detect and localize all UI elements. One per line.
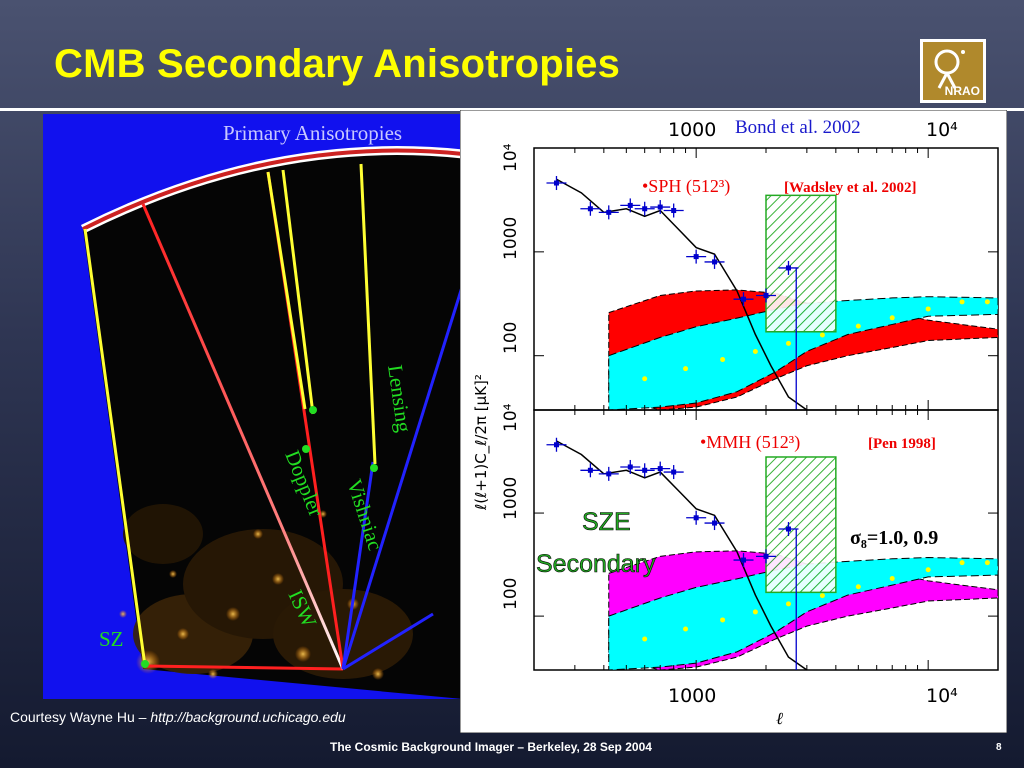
band-point	[819, 332, 825, 338]
data-point	[693, 254, 699, 260]
sze-hatched-box	[765, 194, 837, 333]
data-point	[606, 209, 612, 215]
band-point	[642, 376, 648, 382]
data-point	[657, 204, 663, 210]
band-point	[720, 357, 726, 363]
data-point	[693, 515, 699, 521]
data-point	[606, 471, 612, 477]
data-point	[627, 464, 633, 470]
data-point	[763, 553, 769, 559]
band-point	[889, 576, 895, 582]
band-point	[959, 560, 965, 566]
band-point	[720, 617, 726, 623]
data-point	[642, 467, 648, 473]
credit-url[interactable]: http://background.uchicago.edu	[150, 709, 346, 725]
ytick-bot-1e4: 10⁴	[501, 403, 521, 432]
data-point	[712, 520, 718, 526]
band-point	[959, 299, 965, 305]
band-point	[984, 299, 990, 305]
band-point	[642, 636, 648, 642]
top-tick-1000: 1000	[668, 119, 716, 141]
band-point	[683, 366, 689, 372]
label-sz: SZ	[99, 627, 124, 651]
nrao-logo: NRAO	[920, 39, 986, 103]
slide-title: CMB Secondary Anisotropies	[54, 42, 621, 86]
data-point	[741, 557, 747, 563]
data-point	[671, 208, 677, 214]
band-point	[984, 560, 990, 566]
data-point	[553, 180, 559, 186]
band-point	[752, 609, 758, 615]
data-point	[553, 442, 559, 448]
ytick-top-1000: 1000	[501, 217, 521, 260]
sze-line1: SZE	[582, 508, 631, 536]
panel-mmh	[533, 409, 999, 671]
ytick-top-100: 100	[501, 322, 521, 354]
label-primary-anisotropies: Primary Anisotropies	[223, 121, 402, 145]
band-point	[889, 315, 895, 321]
credit-prefix: Courtesy Wayne Hu –	[10, 709, 151, 725]
data-point	[671, 469, 677, 475]
data-point	[657, 466, 663, 472]
panel-sph	[533, 147, 999, 411]
panel2-label: •MMH (512³)	[700, 432, 800, 453]
data-point	[587, 206, 593, 212]
band-point	[925, 567, 931, 573]
citation: Bond et al. 2002	[735, 117, 861, 138]
power-spectrum-chart: 1000 10⁴ Bond et al. 2002 10⁴ 1000 100 1…	[460, 110, 1007, 733]
ytick-bot-100: 100	[501, 578, 521, 610]
band-point	[785, 601, 791, 607]
panel2-ref: [Pen 1998]	[868, 436, 936, 452]
secondary-band-inner	[608, 296, 999, 411]
band-point	[683, 626, 689, 632]
data-point	[741, 296, 747, 302]
secondary-band-inner	[608, 557, 999, 671]
band-point	[855, 584, 861, 590]
top-tick-1e4: 10⁴	[926, 119, 958, 141]
band-point	[785, 340, 791, 346]
data-point	[627, 202, 633, 208]
xtick-1e4: 10⁴	[926, 685, 958, 707]
data-point	[785, 265, 791, 271]
data-point	[785, 526, 791, 532]
secondary-effects-diagram: Primary Anisotropies Lensing Doppler Vis…	[43, 114, 463, 699]
band-point	[925, 306, 931, 312]
x-axis-label: ℓ	[776, 709, 783, 729]
sze-hatched-box	[765, 456, 837, 594]
page-number: 8	[996, 742, 1002, 753]
ytick-top-1e4: 10⁴	[501, 143, 521, 172]
xtick-1000: 1000	[668, 685, 716, 707]
credit-line: Courtesy Wayne Hu – http://background.uc…	[10, 709, 346, 725]
footer-text: The Cosmic Background Imager – Berkeley,…	[330, 740, 652, 754]
panel1-ref: [Wadsley et al. 2002]	[784, 180, 917, 196]
band-point	[855, 323, 861, 329]
ytick-bot-1000: 1000	[501, 477, 521, 520]
panel1-label: •SPH (512³)	[642, 176, 730, 197]
data-point	[763, 292, 769, 298]
band-point	[819, 593, 825, 599]
sze-line2: Secondary	[536, 550, 656, 578]
data-point	[642, 206, 648, 212]
y-axis-label: ℓ(ℓ+1)C_ℓ/2π [μK]²	[472, 374, 491, 511]
sigma8-label: σ₈=1.0, 0.9	[850, 527, 938, 549]
data-point	[587, 467, 593, 473]
band-point	[752, 348, 758, 354]
logo-text: NRAO	[944, 84, 980, 98]
data-point	[712, 259, 718, 265]
